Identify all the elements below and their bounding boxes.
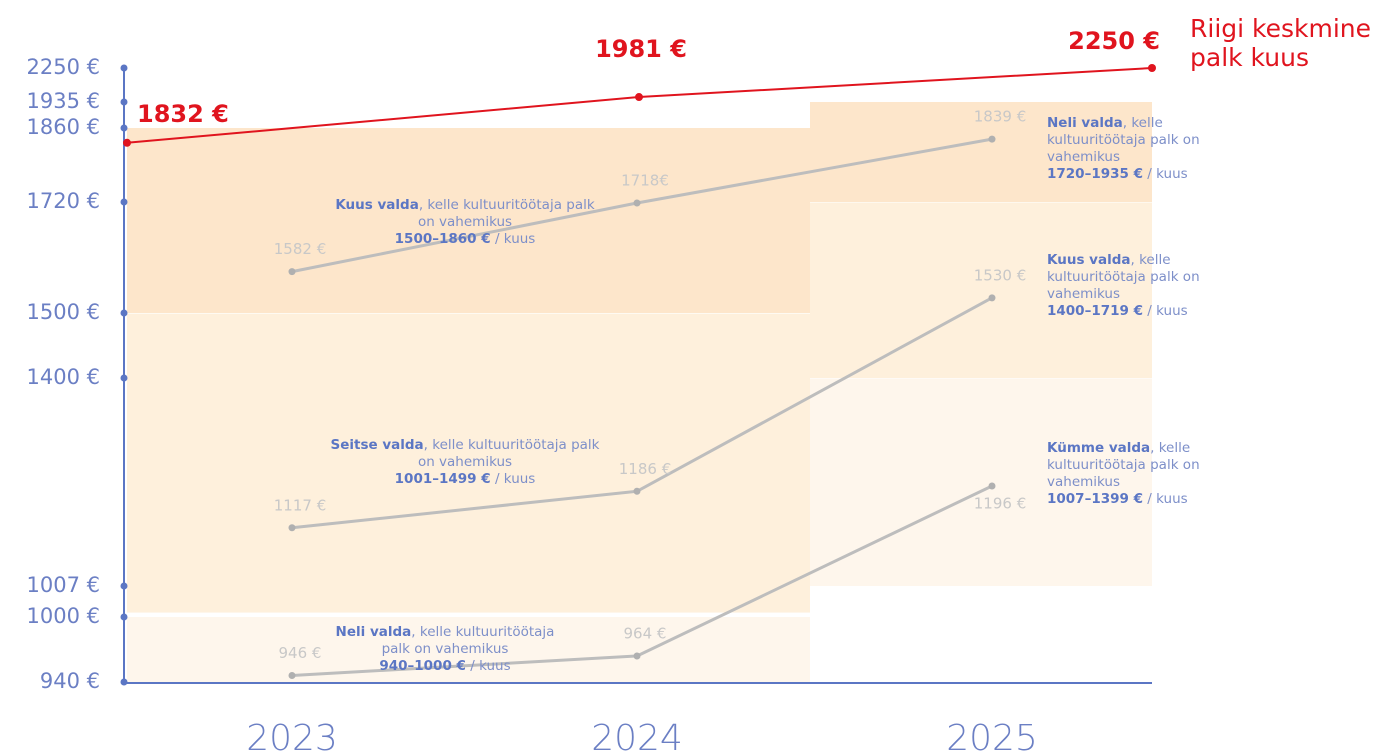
band-annotation: Seitse valda, kelle kultuuritöötaja palk… [330,437,600,488]
annotation-text: , kelle kultuuritöötaja palk on vahemiku… [417,197,595,230]
point [635,93,643,102]
y-tick-label: 2250 € [27,55,100,79]
value-label: 1196 € [974,494,1027,512]
value-label: 1832 € [137,100,229,128]
y-tick-label: 1500 € [27,300,100,324]
annotation-unit: / kuus [494,471,536,487]
band-annotation: Neli valda, kelle kultuuritöötaja palk o… [1047,115,1207,183]
value-label: 1718€ [621,172,669,190]
point [988,482,996,490]
annotation-unit: / kuus [494,231,536,247]
point [1148,64,1156,72]
y-tick-dot [120,64,128,72]
annotation-text: , kelle kultuuritöötaja palk on vahemiku… [1047,440,1200,490]
y-tick-dot [120,374,128,382]
point [288,524,296,532]
x-tick-label: 2023 [246,718,338,756]
value-label: 1582 € [274,240,327,258]
y-tick-label: 1007 € [27,573,100,597]
range-band [810,102,1152,202]
annotation-text: , kelle kultuuritöötaja palk on vahemiku… [417,437,600,470]
y-tick-dot [120,98,128,106]
y-tick-label: 1720 € [27,189,100,213]
y-tick-label: 1400 € [27,365,100,389]
band-annotation: Kuus valda, kelle kultuuritöötaja palk o… [1047,252,1207,320]
y-tick-label: 1860 € [27,115,100,139]
range-band [810,202,1152,378]
y-tick-dot [120,613,128,621]
point [633,199,641,207]
band-annotation: Neli valda, kelle kultuuritöötaja palk o… [330,624,560,675]
x-tick-label: 2024 [591,718,683,756]
value-label: 1186 € [619,460,672,478]
annotation-range: 1400–1719 € [1047,303,1143,319]
band-annotation: Kümme valda, kelle kultuuritöötaja palk … [1047,440,1207,508]
legend-label: Riigi keskmine palk kuus [1190,14,1372,72]
range-band [810,378,1152,586]
point [633,487,641,495]
annotation-lead: Kümme valda [1047,440,1151,456]
point [288,268,296,276]
annotation-unit: / kuus [470,658,511,674]
annotation-text: , kelle kultuuritöötaja palk on vahemiku… [381,624,555,657]
point [288,672,296,679]
value-label: 1530 € [974,266,1027,284]
annotation-unit: / kuus [1147,166,1188,182]
annotation-text: , kelle kultuuritöötaja palk on vahemiku… [1047,115,1200,165]
value-label: 1839 € [974,108,1027,126]
point [988,135,996,143]
annotation-range: 1007–1399 € [1047,491,1143,507]
annotation-lead: Neli valda [1047,115,1123,131]
annotation-lead: Kuus valda [335,197,419,213]
point [988,294,996,302]
annotation-lead: Kuus valda [1047,252,1131,268]
y-tick-dot [120,309,128,317]
range-band [127,128,810,313]
annotation-lead: Neli valda [335,624,412,640]
value-label: 1117 € [274,496,327,514]
value-label: 1981 € [595,35,687,63]
point [633,652,641,660]
value-label: 946 € [279,644,322,662]
annotation-unit: / kuus [1147,303,1188,319]
range-band [127,313,810,613]
y-tick-dot [120,124,128,132]
x-tick-label: 2025 [946,718,1038,756]
y-tick-dot [120,678,128,686]
annotation-range: 1720–1935 € [1047,166,1143,182]
annotation-range: 1001–1499 € [394,471,491,487]
value-label: 2250 € [1068,27,1160,55]
point [123,138,131,147]
annotation-unit: / kuus [1147,491,1188,507]
band-annotation: Kuus valda, kelle kultuuritöötaja palk o… [330,197,600,248]
annotation-range: 940–1000 € [379,658,466,674]
y-tick-label: 1935 € [27,89,100,113]
y-tick-label: 940 € [40,669,100,693]
annotation-lead: Seitse valda [330,437,424,453]
annotation-text: , kelle kultuuritöötaja palk on vahemiku… [1047,252,1200,302]
y-tick-dot [120,582,128,590]
value-label: 964 € [624,625,667,643]
annotation-range: 1500–1860 € [394,231,491,247]
y-tick-label: 1000 € [27,604,100,628]
y-tick-dot [120,198,128,206]
